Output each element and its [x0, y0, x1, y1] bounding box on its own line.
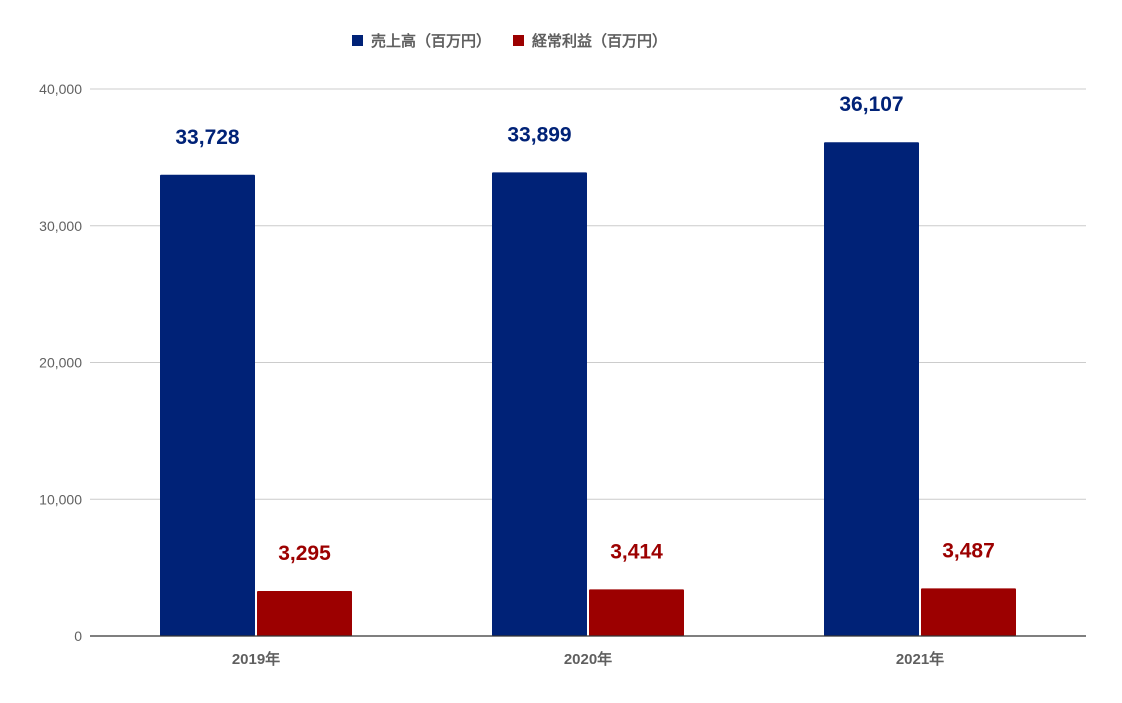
x-tick-label: 2019年 — [232, 650, 280, 668]
y-tick-label: 0 — [74, 628, 82, 644]
bar-ordinary-profit-0 — [257, 590, 352, 636]
y-tick-label: 10,000 — [39, 491, 82, 507]
bar-sales-1 — [492, 172, 587, 637]
legend-label: 売上高（百万円） — [371, 32, 491, 50]
bar-ordinary-profit-2 — [921, 588, 1016, 636]
y-tick-label: 30,000 — [39, 218, 82, 234]
bar-sales-0 — [160, 174, 255, 637]
bars — [160, 142, 1016, 637]
data-label: 33,899 — [507, 123, 571, 146]
legend: 売上高（百万円） 経常利益（百万円） — [352, 32, 667, 50]
data-labels: 33,728 3,295 33,899 3,414 36,107 3,487 — [175, 93, 994, 565]
x-tick-label: 2021年 — [896, 650, 944, 668]
data-label: 33,728 — [175, 126, 240, 149]
y-axis-ticks: 0 10,000 20,000 30,000 40,000 — [39, 81, 82, 644]
x-axis: 2019年 2020年 2021年 — [90, 635, 1086, 668]
data-label: 3,295 — [278, 542, 331, 565]
y-tick-label: 20,000 — [39, 355, 82, 371]
legend-label: 経常利益（百万円） — [532, 32, 667, 50]
legend-swatch — [352, 35, 363, 46]
legend-swatch — [513, 35, 524, 46]
data-label: 3,487 — [942, 539, 995, 562]
bar-sales-2 — [824, 142, 919, 637]
data-label: 3,414 — [610, 540, 663, 563]
bar-ordinary-profit-1 — [589, 589, 684, 636]
x-tick-label: 2020年 — [564, 650, 612, 668]
y-tick-label: 40,000 — [39, 81, 82, 97]
data-label: 36,107 — [839, 93, 903, 116]
gridlines — [90, 88, 1086, 500]
